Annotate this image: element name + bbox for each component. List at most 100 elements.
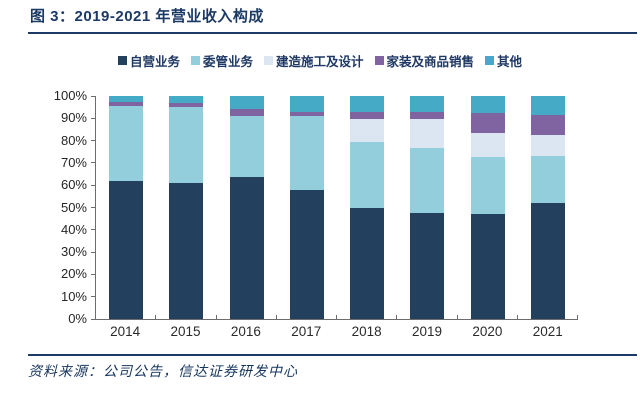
bar-2019-segment-1	[410, 213, 445, 319]
x-axis-tick	[516, 315, 518, 319]
y-axis-label: 100%	[53, 88, 87, 103]
legend-item-1: 自营业务	[117, 51, 180, 70]
figure-header: 图 3：2019-2021 年营业收入构成	[28, 0, 637, 34]
bar-2015-segment-2	[169, 107, 204, 183]
y-axis-tick	[91, 318, 96, 320]
bar-2018-segment-3	[350, 119, 385, 142]
y-axis-tick	[91, 140, 96, 142]
bar-2016-segment-4	[229, 109, 264, 117]
bar-cell-2015	[156, 96, 217, 319]
legend-label: 自营业务	[129, 55, 180, 69]
bar-2015-segment-4	[169, 102, 204, 108]
bar-2017-segment-4	[289, 111, 324, 117]
legend-swatch-icon	[485, 56, 495, 65]
x-axis-labels: 2014 2015 2016 2017 2018 2019 2020 2021	[95, 324, 578, 339]
x-axis-tick	[215, 315, 217, 319]
bar-2016-segment-5	[229, 96, 264, 110]
legend-swatch-icon	[117, 56, 127, 65]
y-axis-tick	[91, 184, 96, 186]
bar-2019-segment-5	[410, 96, 445, 112]
y-axis-label: 20%	[60, 266, 87, 282]
bar-2015-segment-1	[169, 182, 204, 319]
figure-title: 图 3：2019-2021 年营业收入构成	[30, 8, 264, 25]
y-axis-tick	[91, 95, 96, 97]
legend-item-3: 建造施工及设计	[263, 51, 364, 70]
bar-cell-2020	[458, 96, 518, 319]
legend-item-2: 委管业务	[190, 51, 253, 70]
plot-area: 0% 10% 20% 30% 40% 50% 60% 70% 80% 90% 100%	[54, 89, 578, 326]
y-axis-label: 10%	[60, 288, 87, 304]
x-axis-label-2019: 2019	[412, 324, 443, 339]
stacked-bar-2016	[229, 96, 264, 319]
bar-2017-segment-5	[289, 96, 324, 112]
stacked-bar-2019	[410, 96, 445, 319]
y-axis-tick	[91, 117, 96, 119]
bar-2018-segment-4	[350, 111, 385, 120]
bar-2017-segment-1	[289, 189, 324, 319]
bar-2020-segment-3	[470, 132, 505, 158]
bar-2021-segment-4	[530, 114, 565, 136]
legend-swatch-icon	[263, 56, 273, 65]
x-axis-tick	[336, 315, 337, 319]
bar-cell-2021	[518, 96, 578, 319]
y-axis-label: 30%	[60, 244, 87, 260]
bar-2014-segment-5	[109, 96, 144, 102]
figure-footer: 资料来源：公司公告，信达证券研发中心	[28, 354, 637, 381]
y-axis-label: 90%	[60, 110, 87, 126]
x-axis-label-2020: 2020	[472, 324, 503, 339]
x-axis-label-2016: 2016	[230, 324, 261, 339]
chart-legend: 自营业务 委管业务 建造施工及设计 家装及商品销售 其他	[0, 51, 640, 70]
bar-2020-segment-2	[470, 157, 505, 215]
x-axis-label-2017: 2017	[291, 324, 322, 339]
y-axis-label: 80%	[60, 132, 87, 148]
bar-cell-2018	[337, 96, 398, 319]
bar-2016-segment-1	[229, 177, 264, 319]
y-axis-tick	[91, 207, 96, 208]
bars-container	[96, 96, 578, 319]
bar-2016-segment-2	[229, 116, 264, 178]
legend-label: 其他	[497, 55, 523, 69]
legend-label: 委管业务	[202, 55, 253, 69]
bar-2014-segment-1	[109, 180, 144, 319]
y-axis-tick	[91, 251, 96, 253]
x-axis-label-2021: 2021	[532, 324, 563, 339]
bar-2020-segment-1	[470, 214, 505, 319]
bar-2018-segment-1	[350, 207, 385, 319]
stacked-bar-2018	[350, 96, 385, 319]
bar-2018-segment-5	[350, 96, 385, 112]
x-axis-tick	[577, 315, 578, 319]
bar-2019-segment-4	[410, 111, 445, 120]
bar-2018-segment-2	[350, 141, 385, 208]
bar-2021-segment-1	[530, 203, 565, 319]
bar-2019-segment-2	[410, 148, 445, 214]
legend-swatch-icon	[190, 56, 200, 65]
bar-2014-segment-4	[109, 101, 144, 107]
stacked-bar-2020	[470, 96, 505, 319]
x-axis-label-2014: 2014	[110, 324, 141, 339]
y-axis-tick	[91, 273, 96, 275]
x-axis-label-2018: 2018	[351, 324, 382, 339]
bar-2014-segment-2	[109, 106, 144, 181]
bar-cell-2019	[397, 96, 458, 319]
x-axis-label-2015: 2015	[170, 324, 201, 339]
legend-swatch-icon	[374, 56, 384, 65]
chart: 0% 10% 20% 30% 40% 50% 60% 70% 80% 90% 100% 2014 20…	[0, 89, 640, 339]
y-axis-tick	[91, 296, 96, 298]
stacked-bar-2021	[530, 96, 565, 319]
x-axis-tick	[155, 315, 157, 319]
bar-cell-2014	[96, 96, 157, 319]
legend-label: 家装及商品销售	[386, 55, 475, 69]
legend-item-5: 其他	[485, 51, 522, 70]
bar-2015-segment-5	[169, 96, 204, 103]
x-axis-tick	[396, 315, 398, 319]
x-axis-tick	[456, 315, 458, 319]
y-axis-tick	[91, 229, 96, 231]
bar-2021-segment-3	[530, 135, 565, 157]
legend-item-4: 家装及商品销售	[374, 51, 475, 70]
bar-cell-2017	[277, 96, 337, 319]
bar-2019-segment-3	[410, 119, 445, 149]
bar-2021-segment-2	[530, 156, 565, 204]
source-note: 资料来源：公司公告，信达证券研发中心	[28, 365, 298, 380]
bar-2017-segment-2	[289, 116, 324, 190]
